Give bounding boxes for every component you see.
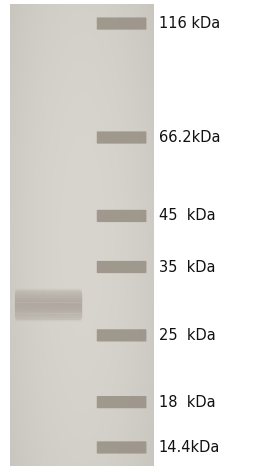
Text: 45  kDa: 45 kDa <box>159 209 215 223</box>
Bar <box>15 305 82 306</box>
Bar <box>15 289 82 291</box>
Bar <box>15 319 82 320</box>
Bar <box>10 5 154 466</box>
Bar <box>15 310 82 311</box>
Bar <box>15 294 82 295</box>
Bar <box>15 318 82 319</box>
Bar <box>15 297 82 298</box>
Bar <box>15 296 82 297</box>
FancyBboxPatch shape <box>97 261 146 273</box>
Bar <box>15 299 82 300</box>
Bar <box>15 318 82 319</box>
Bar <box>15 314 82 315</box>
Bar <box>15 320 82 321</box>
Bar <box>15 290 82 291</box>
Bar <box>15 315 82 316</box>
Bar <box>15 307 82 308</box>
Bar <box>15 292 82 293</box>
Bar <box>15 300 82 301</box>
Text: 66.2kDa: 66.2kDa <box>159 130 220 145</box>
Bar <box>15 317 82 318</box>
Bar <box>15 315 82 316</box>
FancyBboxPatch shape <box>97 210 146 222</box>
Bar <box>15 298 82 299</box>
Bar <box>15 313 82 314</box>
Bar <box>15 299 82 300</box>
Bar <box>15 292 82 294</box>
Bar <box>15 304 82 305</box>
Bar <box>15 312 82 314</box>
Bar <box>15 301 82 302</box>
FancyBboxPatch shape <box>97 441 146 454</box>
Text: 116 kDa: 116 kDa <box>159 16 220 31</box>
Bar <box>15 289 82 290</box>
Bar <box>15 301 82 302</box>
Bar <box>15 300 82 301</box>
Bar <box>15 298 82 299</box>
Bar <box>15 310 82 311</box>
Bar <box>15 308 82 309</box>
Bar <box>15 295 82 296</box>
Bar <box>15 308 82 309</box>
Bar <box>15 291 82 292</box>
Bar <box>15 309 82 310</box>
FancyBboxPatch shape <box>97 396 146 408</box>
Bar <box>15 311 82 312</box>
Bar <box>15 295 82 296</box>
FancyBboxPatch shape <box>97 329 146 341</box>
FancyBboxPatch shape <box>15 290 82 320</box>
Bar <box>15 291 82 292</box>
Text: 35  kDa: 35 kDa <box>159 260 215 275</box>
Bar <box>15 303 82 304</box>
Bar <box>15 304 82 305</box>
Bar <box>15 312 82 313</box>
Bar <box>15 317 82 318</box>
Bar <box>15 307 82 308</box>
FancyBboxPatch shape <box>97 17 146 30</box>
Bar <box>15 320 82 321</box>
Bar <box>15 314 82 315</box>
Bar <box>15 305 82 306</box>
Text: 18  kDa: 18 kDa <box>159 395 215 410</box>
Bar <box>15 311 82 312</box>
Text: 14.4kDa: 14.4kDa <box>159 440 220 455</box>
Text: 25  kDa: 25 kDa <box>159 328 216 343</box>
Bar <box>15 306 82 307</box>
FancyBboxPatch shape <box>97 131 146 144</box>
Bar <box>15 302 82 304</box>
Bar <box>15 294 82 295</box>
Bar <box>15 297 82 298</box>
Bar <box>15 293 82 294</box>
Bar <box>15 316 82 317</box>
Bar <box>15 302 82 303</box>
Bar <box>15 288 82 289</box>
Bar <box>15 321 82 322</box>
